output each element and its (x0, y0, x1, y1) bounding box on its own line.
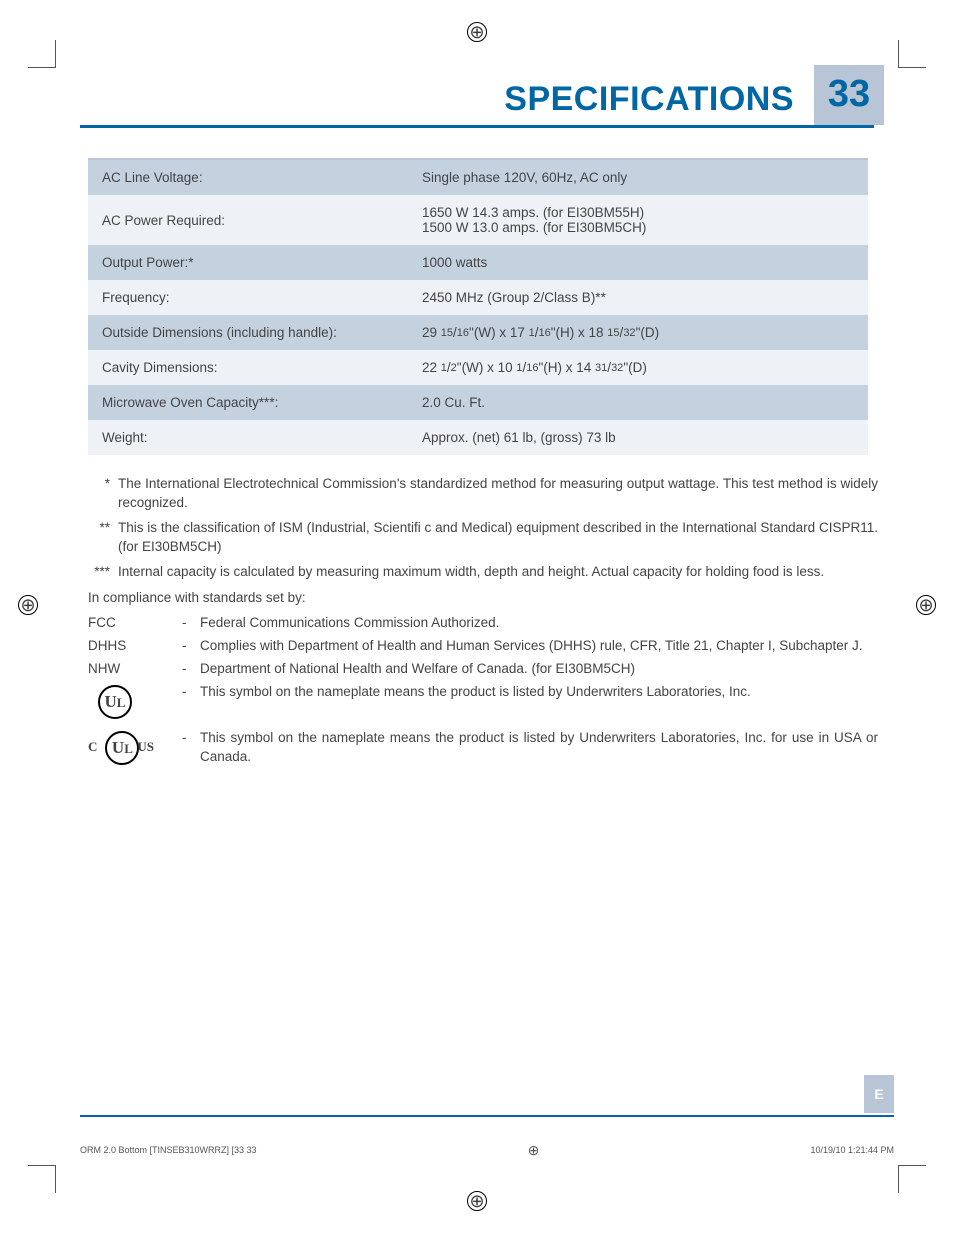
registration-mark-icon (916, 595, 936, 615)
page-title: SPECIFICATIONS (504, 80, 794, 119)
separator-dash: - (182, 729, 200, 748)
spec-label: AC Line Voltage: (88, 159, 408, 195)
spec-value: 29 15/16"(W) x 17 1/16"(H) x 18 15/32"(D… (408, 315, 868, 350)
crop-mark (28, 40, 56, 68)
footnote-text: The International Electrotechnical Commi… (118, 475, 878, 513)
crop-mark (28, 1165, 56, 1193)
footnote-mark: * (88, 475, 110, 513)
spec-label: Weight: (88, 420, 408, 455)
ul-listed-icon: UL (88, 683, 182, 719)
table-row: Frequency:2450 MHz (Group 2/Class B)** (88, 280, 868, 315)
footnote: *** Internal capacity is calculated by me… (88, 563, 878, 582)
footnote-mark: *** (88, 563, 110, 582)
compliance-item: UL-This symbol on the nameplate means th… (88, 683, 878, 719)
spec-label: Cavity Dimensions: (88, 350, 408, 385)
spec-value: 2.0 Cu. Ft. (408, 385, 868, 420)
footnote-text: This is the classification of ISM (Indus… (118, 519, 878, 557)
compliance-item: FCC-Federal Communications Commission Au… (88, 614, 878, 633)
side-tab: E (864, 1075, 894, 1113)
cul-us-listed-icon: CULUS (88, 729, 182, 765)
spec-label: Frequency: (88, 280, 408, 315)
crop-mark (898, 40, 926, 68)
footnote: *The International Electrotechnical Comm… (88, 475, 878, 513)
registration-mark-icon (527, 1143, 541, 1157)
spec-label: Microwave Oven Capacity***: (88, 385, 408, 420)
registration-mark-icon (18, 595, 38, 615)
page-header: SPECIFICATIONS 33 (80, 80, 874, 128)
registration-mark-icon (467, 22, 487, 42)
compliance-label: FCC (88, 614, 182, 633)
compliance-item: CULUS-This symbol on the nameplate means… (88, 729, 878, 767)
spec-value: Approx. (net) 61 lb, (gross) 73 lb (408, 420, 868, 455)
compliance-text: Federal Communications Commission Author… (200, 614, 878, 633)
spec-value: 1000 watts (408, 245, 868, 280)
spec-value: Single phase 120V, 60Hz, AC only (408, 159, 868, 195)
table-row: AC Power Required:1650 W 14.3 amps. (for… (88, 195, 868, 245)
table-row: Cavity Dimensions:22 1/2"(W) x 10 1/16"(… (88, 350, 868, 385)
compliance-item: NHW-Department of National Health and We… (88, 660, 878, 679)
table-row: Outside Dimensions (including handle):29… (88, 315, 868, 350)
registration-mark-icon (467, 1191, 487, 1211)
separator-dash: - (182, 660, 200, 679)
compliance-text: Complies with Department of Health and H… (200, 637, 878, 656)
spec-value: 22 1/2"(W) x 10 1/16"(H) x 14 31/32"(D) (408, 350, 868, 385)
spec-label: AC Power Required: (88, 195, 408, 245)
separator-dash: - (182, 614, 200, 633)
table-row: AC Line Voltage:Single phase 120V, 60Hz,… (88, 159, 868, 195)
footnote-mark: ** (88, 519, 110, 557)
footnote: **This is the classification of ISM (Ind… (88, 519, 878, 557)
footer-right: 10/19/10 1:21:44 PM (810, 1145, 894, 1155)
bottom-rule (80, 1115, 894, 1117)
crop-mark (898, 1165, 926, 1193)
compliance-text: This symbol on the nameplate means the p… (200, 729, 878, 767)
page-content: SPECIFICATIONS 33 AC Line Voltage:Single… (70, 60, 884, 1173)
table-row: Output Power:*1000 watts (88, 245, 868, 280)
compliance-label: NHW (88, 660, 182, 679)
spec-label: Output Power:* (88, 245, 408, 280)
compliance-label: DHHS (88, 637, 182, 656)
footnotes-block: *The International Electrotechnical Comm… (88, 475, 878, 581)
specifications-table: AC Line Voltage:Single phase 120V, 60Hz,… (88, 158, 868, 455)
spec-value: 1650 W 14.3 amps. (for EI30BM55H)1500 W … (408, 195, 868, 245)
compliance-item: DHHS-Complies with Department of Health … (88, 637, 878, 656)
page-number: 33 (814, 65, 884, 125)
compliance-text: This symbol on the nameplate means the p… (200, 683, 878, 702)
spec-label: Outside Dimensions (including handle): (88, 315, 408, 350)
spec-value: 2450 MHz (Group 2/Class B)** (408, 280, 868, 315)
separator-dash: - (182, 683, 200, 702)
separator-dash: - (182, 637, 200, 656)
compliance-text: Department of National Health and Welfar… (200, 660, 878, 679)
compliance-block: In compliance with standards set by: FCC… (88, 589, 878, 766)
compliance-lead: In compliance with standards set by: (88, 589, 878, 608)
footer-left: ORM 2.0 Bottom [TINSEB310WRRZ] [33 33 (80, 1145, 257, 1155)
print-footer: ORM 2.0 Bottom [TINSEB310WRRZ] [33 33 10… (80, 1143, 894, 1157)
table-row: Microwave Oven Capacity***:2.0 Cu. Ft. (88, 385, 868, 420)
footnote-text: Internal capacity is calculated by measu… (118, 563, 878, 582)
table-row: Weight:Approx. (net) 61 lb, (gross) 73 l… (88, 420, 868, 455)
